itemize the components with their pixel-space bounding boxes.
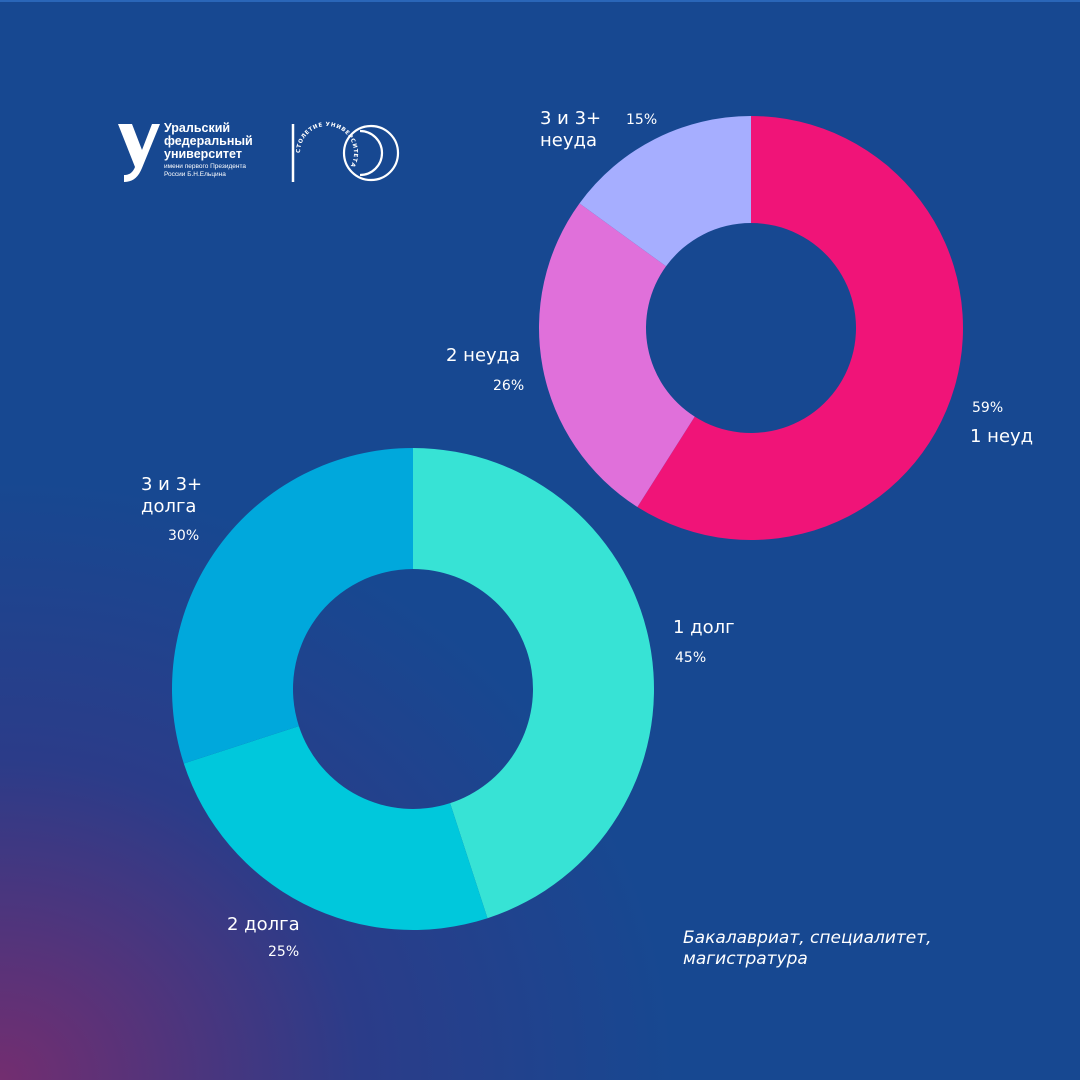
- dolg-3-category-label: 3 и 3+ долга: [141, 474, 203, 517]
- neud-1-value-label: 59%: [972, 400, 1004, 416]
- donut-slice-3-dolga: [171, 448, 413, 764]
- neud-1-category-label: 1 неуд: [970, 426, 1034, 447]
- donut-slice-3-neuda: [579, 116, 751, 267]
- audience-caption: Бакалавриат, специалитет, магистратура: [683, 928, 932, 969]
- dolg-1-category-label: 1 долг: [673, 617, 735, 638]
- dolg-2-category-label: 2 долга: [227, 914, 300, 935]
- neud-3-category-label: 3 и 3+ неуда: [540, 108, 602, 151]
- donut-slice-2-neuda: [539, 203, 695, 507]
- ural-university-emblem-icon: [118, 124, 160, 182]
- neud-2-value-label: 26%: [493, 378, 525, 394]
- university-subtitle: имени первого Президента России Б.Н.Ельц…: [164, 163, 247, 178]
- donut-chart-debts: [171, 448, 655, 931]
- dolg-3-value-label: 30%: [168, 528, 200, 544]
- donut-chart-grades: [539, 116, 963, 540]
- university-name: Уральский федеральный университет: [164, 121, 253, 161]
- neud-3-value-label: 15%: [626, 112, 658, 128]
- donut-slice-1-neud: [637, 116, 963, 540]
- top-border: [0, 0, 1080, 2]
- university-logo: Уральский федеральный университет имени …: [112, 118, 412, 190]
- neud-2-category-label: 2 неуда: [446, 345, 521, 366]
- logo-text-block: Уральский федеральный университет имени …: [164, 122, 304, 178]
- donut-slice-1-dolg: [413, 448, 655, 919]
- donut-slice-2-dolga: [183, 726, 488, 931]
- dolg-2-value-label: 25%: [268, 944, 300, 960]
- centenary-emblem-icon: СТОЛЕТИЕ УНИВЕРСИТЕТА: [291, 122, 400, 182]
- dolg-1-value-label: 45%: [675, 650, 707, 666]
